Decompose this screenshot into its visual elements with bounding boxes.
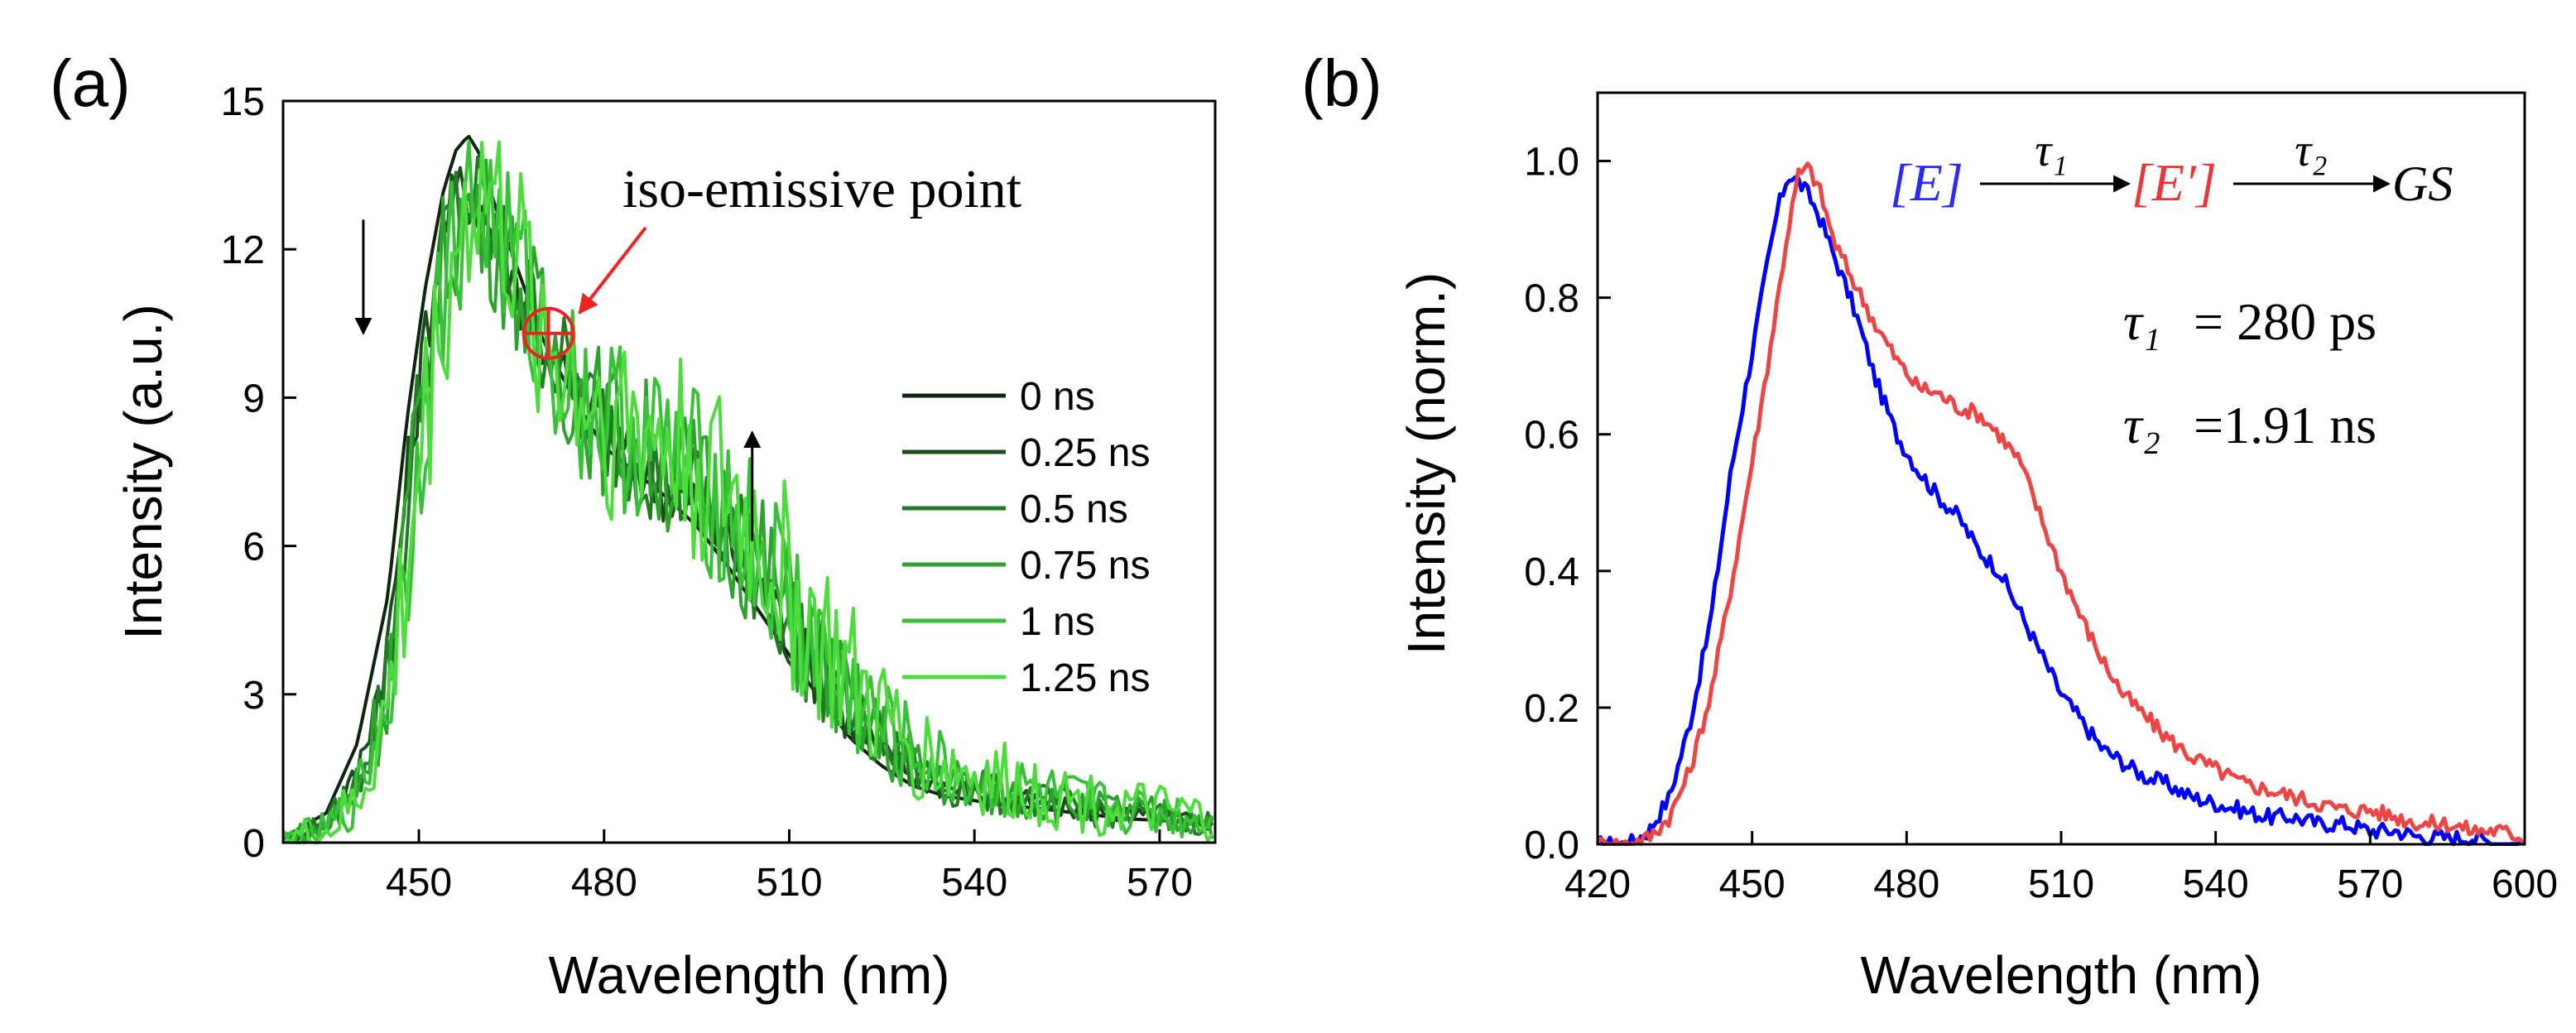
scheme-ground-state: GS — [2392, 156, 2453, 211]
x-tick-label: 600 — [2492, 862, 2558, 906]
kinetic-scheme: [E] τ₁ [E′] τ₂ GS — [1890, 125, 2453, 212]
x-tick-label: 480 — [1873, 862, 1939, 906]
tau1-value: = 280 ps — [2194, 292, 2377, 351]
x-tick-label: 510 — [2028, 862, 2094, 906]
iso-emissive-marker — [521, 306, 575, 360]
x-tick-label: 510 — [756, 861, 822, 905]
panel-b-series — [1596, 161, 2526, 846]
y-tick-label: 0.2 — [1524, 687, 1579, 731]
y-tick-label: 0.0 — [1524, 824, 1579, 867]
y-tick-label: 0.4 — [1524, 550, 1579, 594]
tau1-symbol: τ₁ — [2123, 292, 2160, 351]
x-tick-label: 540 — [941, 861, 1007, 905]
series-line-a-5 — [281, 140, 1214, 844]
x-tick-label: 570 — [2337, 862, 2403, 906]
y-tick-label: 0.8 — [1524, 277, 1579, 321]
x-tick-label: 540 — [2183, 862, 2249, 906]
tau2-symbol: τ₂ — [2123, 396, 2160, 454]
x-tick-label: 570 — [1127, 861, 1193, 905]
y-tick-label: 3 — [243, 674, 265, 718]
y-tick-label: 15 — [221, 80, 265, 124]
y-tick-label: 12 — [221, 228, 265, 272]
lifetime-values: τ₁ = 280 ps τ₂ =1.91 ns — [2123, 292, 2377, 454]
panel-a-ticks: 450 480 510 540 570 0 3 6 9 12 15 — [221, 80, 1193, 905]
iso-emissive-label: iso-emissive point — [622, 159, 1021, 219]
panel-a-series — [281, 135, 1214, 844]
x-tick-label: 420 — [1564, 862, 1631, 906]
panel-b-xlabel: Wavelength (nm) — [1861, 945, 2262, 1005]
iso-pointer-arrow — [578, 226, 647, 315]
y-tick-label: 0 — [243, 822, 265, 866]
panel-a: (a) 450 480 510 540 570 0 3 6 9 12 15 Wavelength (… — [50, 46, 1217, 1005]
x-tick-label: 480 — [571, 861, 637, 905]
panel-a-plot-frame — [281, 99, 1217, 844]
panel-a-legend: 0 ns 0.25 ns 0.5 ns 0.75 ns 1 ns 1.25 ns — [902, 375, 1150, 700]
legend-label: 1 ns — [1020, 600, 1095, 644]
y-tick-label: 0.6 — [1524, 414, 1579, 458]
x-tick-label: 450 — [386, 861, 452, 905]
panel-b-ticks: 420 450 480 510 540 570 600 0.0 0.2 0.4 0.6 0.8 1.0 — [1524, 141, 2558, 906]
series-line-b-0 — [1597, 175, 2526, 846]
panel-a-label: (a) — [50, 46, 131, 120]
legend-label: 0.75 ns — [1020, 544, 1150, 588]
panel-a-xlabel: Wavelength (nm) — [549, 945, 950, 1005]
legend-label: 0.5 ns — [1020, 488, 1128, 531]
scheme-state-e: [E] — [1890, 153, 1963, 212]
y-tick-label: 6 — [243, 526, 265, 569]
tau2-value: =1.91 ns — [2194, 396, 2377, 454]
panel-b: (b) 420 450 480 510 540 570 600 0.0 0.2 0.4 0.6 0.8… — [1301, 46, 2558, 1005]
panel-b-plot-frame — [1596, 91, 2526, 846]
y-tick-label: 1.0 — [1524, 141, 1579, 185]
scheme-state-e-prime: [E′] — [2131, 153, 2217, 212]
scheme-tau1: τ₁ — [2035, 125, 2068, 176]
y-tick-label: 9 — [243, 377, 265, 420]
panel-b-ylabel: Intensity (norm.) — [1396, 272, 1456, 655]
scheme-tau2: τ₂ — [2295, 125, 2328, 176]
panel-a-ylabel: Intensity (a.u.) — [113, 304, 173, 640]
legend-label: 1.25 ns — [1020, 656, 1150, 700]
x-tick-label: 450 — [1719, 862, 1785, 906]
legend-label: 0.25 ns — [1020, 431, 1150, 475]
series-line-b-1 — [1596, 161, 2526, 846]
panel-b-label: (b) — [1301, 46, 1382, 120]
legend-label: 0 ns — [1020, 375, 1095, 419]
